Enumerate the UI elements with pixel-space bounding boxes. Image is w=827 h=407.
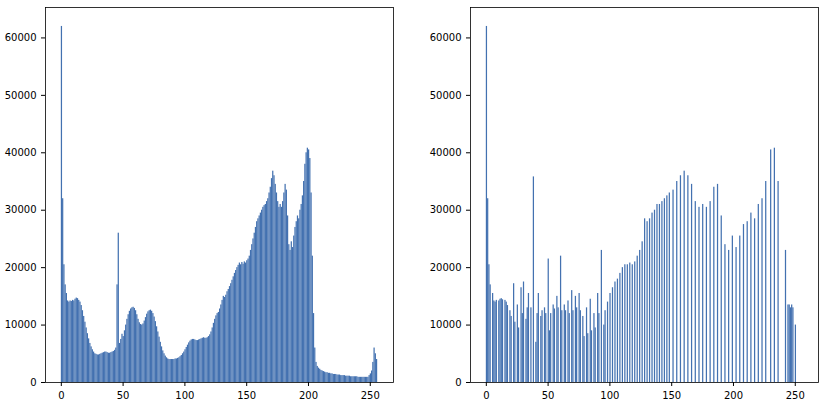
svg-text:250: 250 — [786, 390, 805, 401]
svg-text:0: 0 — [30, 377, 36, 388]
svg-text:100: 100 — [600, 390, 619, 401]
svg-text:10000: 10000 — [5, 319, 37, 330]
svg-text:40000: 40000 — [430, 147, 462, 158]
svg-text:60000: 60000 — [5, 32, 37, 43]
svg-text:20000: 20000 — [430, 262, 462, 273]
svg-text:50: 50 — [542, 390, 555, 401]
svg-text:30000: 30000 — [430, 204, 462, 215]
svg-text:50: 50 — [117, 390, 130, 401]
svg-text:50000: 50000 — [430, 90, 462, 101]
svg-text:100: 100 — [175, 390, 194, 401]
svg-text:200: 200 — [299, 390, 318, 401]
svg-text:40000: 40000 — [5, 147, 37, 158]
svg-text:50000: 50000 — [5, 90, 37, 101]
svg-text:250: 250 — [361, 390, 380, 401]
svg-text:0: 0 — [58, 390, 64, 401]
svg-text:10000: 10000 — [430, 319, 462, 330]
svg-text:150: 150 — [662, 390, 681, 401]
svg-text:0: 0 — [483, 390, 489, 401]
svg-text:60000: 60000 — [430, 32, 462, 43]
svg-text:30000: 30000 — [5, 204, 37, 215]
svg-text:200: 200 — [724, 390, 743, 401]
svg-text:150: 150 — [237, 390, 256, 401]
svg-text:0: 0 — [455, 377, 461, 388]
svg-text:20000: 20000 — [5, 262, 37, 273]
